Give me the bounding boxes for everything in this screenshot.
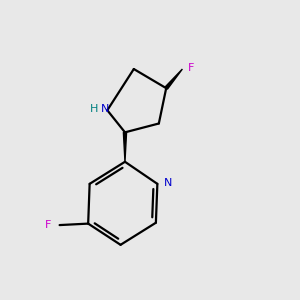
Text: N: N — [101, 104, 109, 114]
Polygon shape — [123, 132, 127, 162]
Text: F: F — [45, 220, 51, 230]
Text: F: F — [188, 63, 194, 73]
Text: H: H — [90, 104, 98, 114]
Text: N: N — [164, 178, 172, 188]
Polygon shape — [165, 69, 182, 89]
